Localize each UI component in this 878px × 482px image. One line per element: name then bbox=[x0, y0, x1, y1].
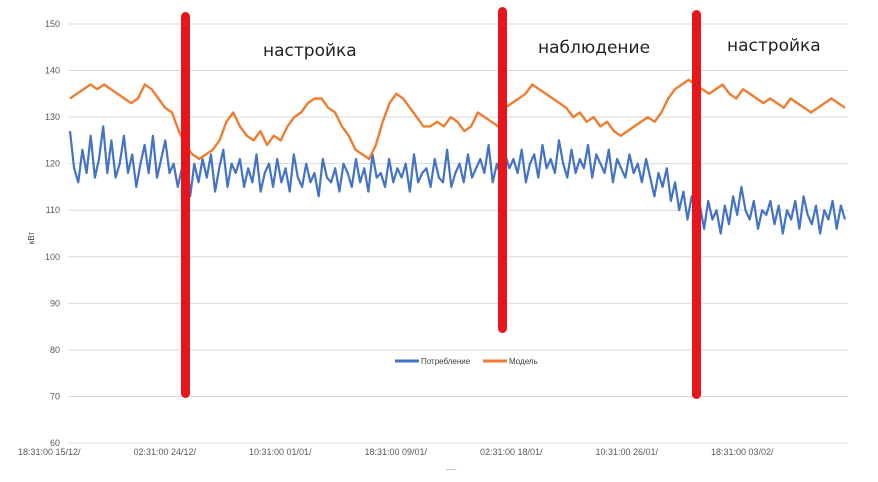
x-tick-label-3: 18:31:00 09/01/ bbox=[365, 447, 428, 457]
legend-label-consumption: Потребление bbox=[421, 357, 471, 366]
y-tick-label-140: 140 bbox=[45, 66, 60, 76]
y-tick-label-60: 60 bbox=[50, 438, 60, 448]
x-axis-footer: ---- bbox=[446, 465, 457, 474]
phase-label-tuning-2: настройка bbox=[727, 36, 821, 56]
x-axis-ticks: 18:31:00 15/12/02:31:00 24/12/10:31:00 0… bbox=[18, 447, 774, 457]
x-tick-label-1: 02:31:00 24/12/ bbox=[134, 447, 197, 457]
x-tick-label-0: 18:31:00 15/12/ bbox=[18, 447, 81, 457]
y-tick-label-120: 120 bbox=[45, 159, 60, 169]
x-tick-label-6: 18:31:00 03/02/ bbox=[711, 447, 774, 457]
x-tick-label-2: 10:31:00 01/01/ bbox=[249, 447, 312, 457]
phase-divider-1 bbox=[181, 12, 190, 398]
y-axis-label: кВт bbox=[27, 232, 36, 245]
y-tick-label-100: 100 bbox=[45, 252, 60, 262]
series-lines bbox=[68, 78, 847, 235]
y-axis-ticks: 60 70 80 90 100 110 120 130 140 150 bbox=[45, 19, 60, 448]
y-tick-label-110: 110 bbox=[46, 205, 60, 215]
y-tick-label-150: 150 bbox=[45, 19, 60, 29]
phase-divider-3 bbox=[692, 10, 701, 399]
y-tick-label-80: 80 bbox=[50, 345, 60, 355]
series-line-consumption bbox=[68, 125, 847, 235]
series-line-model bbox=[69, 78, 846, 161]
y-tick-label-130: 130 bbox=[45, 112, 60, 122]
y-tick-label-70: 70 bbox=[50, 391, 60, 401]
legend: Потребление Модель bbox=[395, 357, 538, 366]
phase-divider-2 bbox=[498, 7, 507, 333]
phase-label-tuning-1: настройка bbox=[263, 41, 357, 61]
legend-label-model: Модель bbox=[509, 357, 538, 366]
x-tick-label-5: 10:31:00 26/01/ bbox=[596, 447, 659, 457]
phase-label-observation: наблюдение bbox=[538, 38, 650, 58]
x-tick-label-4: 02:31:00 18/01/ bbox=[480, 447, 543, 457]
y-tick-label-90: 90 bbox=[50, 298, 60, 308]
gridlines bbox=[68, 23, 848, 444]
